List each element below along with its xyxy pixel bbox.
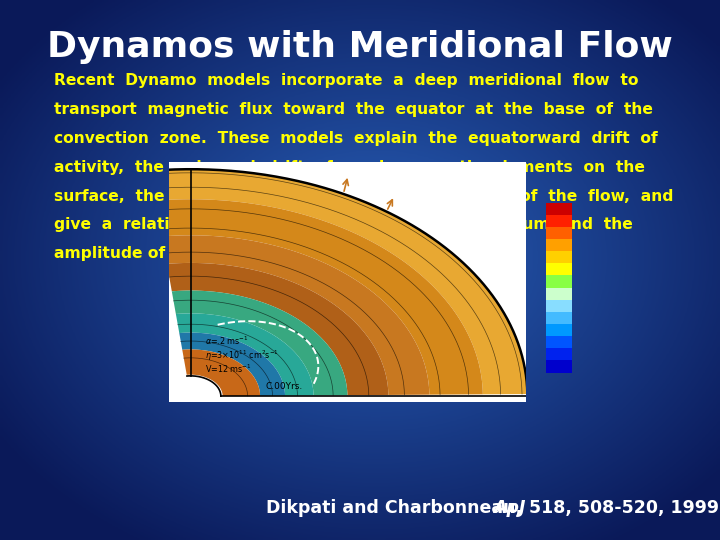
Bar (546, 275, 572, 287)
Text: give  a  relationship  between  polar  fields  at  minimum  and  the: give a relationship between polar fields… (54, 218, 633, 233)
Text: V=12 ms$^{-1}$: V=12 ms$^{-1}$ (205, 363, 251, 375)
Polygon shape (176, 313, 313, 396)
Polygon shape (167, 263, 388, 395)
Text: transport  magnetic  flux  toward  the  equator  at  the  base  of  the: transport magnetic flux toward the equat… (54, 102, 653, 117)
Text: Recent  Dynamo  models  incorporate  a  deep  meridional  flow  to: Recent Dynamo models incorporate a deep … (54, 73, 639, 88)
Text: $\eta$=3$\times$10$^{11}$ cm$^{2}$s$^{-1}$: $\eta$=3$\times$10$^{11}$ cm$^{2}$s$^{-1… (205, 349, 279, 363)
Bar (546, 239, 572, 251)
Bar (546, 251, 572, 263)
Polygon shape (179, 333, 285, 396)
Bar (546, 215, 572, 227)
Text: activity,  the  poleward  drift  of  weak  magnetic  elements  on  the: activity, the poleward drift of weak mag… (54, 160, 645, 175)
Bar (546, 300, 572, 312)
Bar (546, 263, 572, 275)
Text: $\alpha$=.2 ms$^{-1}$: $\alpha$=.2 ms$^{-1}$ (205, 334, 248, 347)
Bar (546, 324, 572, 336)
Text: amplitude of future cycles.: amplitude of future cycles. (54, 246, 289, 261)
Bar (546, 227, 572, 239)
Text: Dikpati and Charbonneau,: Dikpati and Charbonneau, (266, 499, 528, 517)
Text: ApJ: ApJ (493, 499, 526, 517)
Polygon shape (162, 235, 429, 395)
Text: C.00Yrs.: C.00Yrs. (266, 382, 302, 391)
Text: surface,  the  length  of  the  cycle  from  the  speed  of  the  flow,  and: surface, the length of the cycle from th… (54, 188, 673, 204)
Bar (546, 348, 572, 361)
Polygon shape (156, 199, 483, 395)
Bar (546, 287, 572, 300)
Bar (546, 312, 572, 324)
Bar (546, 336, 572, 348)
Polygon shape (172, 291, 347, 395)
Text: 518, 508-520, 1999: 518, 508-520, 1999 (523, 499, 719, 517)
Text: convection  zone.  These  models  explain  the  equatorward  drift  of: convection zone. These models explain th… (54, 131, 658, 146)
Polygon shape (182, 349, 260, 396)
Polygon shape (150, 169, 527, 394)
Text: Dynamos with Meridional Flow: Dynamos with Meridional Flow (47, 30, 673, 64)
Bar (546, 361, 572, 373)
Bar (546, 202, 572, 214)
